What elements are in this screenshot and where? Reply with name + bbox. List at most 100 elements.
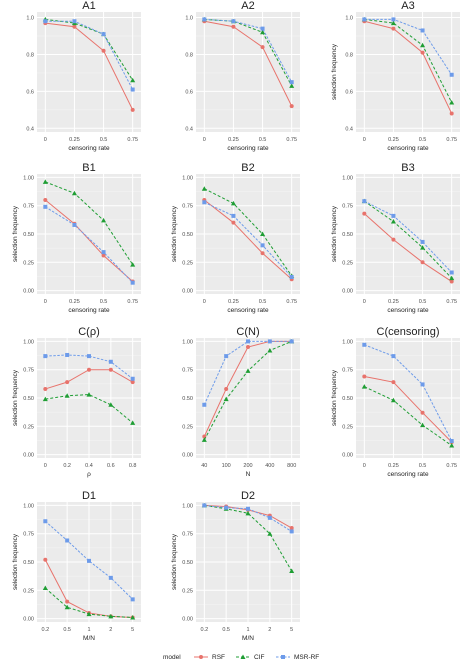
point-cif — [64, 393, 70, 398]
y-tick-label: 1.0 — [26, 16, 34, 22]
plot-area — [356, 12, 460, 132]
point-msr-rf — [391, 17, 396, 22]
x-tick-label: 0.75 — [127, 299, 138, 305]
point-rsf — [87, 367, 91, 372]
point-msr-rf — [420, 239, 425, 244]
point-msr-rf — [108, 359, 113, 364]
point-msr-rf — [87, 354, 91, 359]
point-rsf — [420, 50, 425, 55]
point-msr-rf — [224, 505, 229, 510]
x-tick-label: 0.2 — [200, 627, 208, 633]
plot-area — [37, 12, 141, 132]
y-tick-label: 0.8 — [345, 52, 353, 58]
point-msr-rf — [231, 213, 236, 218]
point-cif — [267, 347, 273, 353]
x-tick-label: 2 — [268, 627, 271, 633]
point-cif — [420, 42, 426, 48]
panel-b2: B2 0.00 0.25 0.50 0.75 1.00 0 0.25 0.5 0.75 censor… — [171, 162, 300, 314]
x-tick-label: 0 — [203, 137, 206, 143]
point-msr-rf — [202, 17, 207, 22]
point-rsf — [43, 386, 48, 391]
point-msr-rf — [43, 204, 48, 209]
x-tick-label: 0 — [363, 299, 366, 305]
point-rsf — [65, 380, 70, 385]
point-msr-rf — [130, 597, 135, 602]
x-tick-label: 0.5 — [419, 299, 427, 305]
point-cif — [245, 510, 251, 516]
x-tick-label: 0.5 — [100, 137, 108, 143]
series-line-msr-rf — [203, 340, 292, 405]
series-line-rsf — [45, 22, 134, 111]
y-tick-label: 0.75 — [182, 204, 193, 210]
series-line-cif — [45, 394, 133, 424]
panel-title: B2 — [241, 162, 254, 174]
series-line-msr-rf — [44, 520, 134, 600]
point-rsf — [362, 211, 367, 216]
point-rsf — [101, 253, 106, 258]
x-tick-label: 0.75 — [446, 137, 457, 143]
point-cif — [245, 368, 251, 373]
point-msr-rf — [391, 213, 396, 218]
point-msr-rf — [202, 402, 207, 407]
point-msr-rf — [391, 354, 396, 359]
point-rsf — [260, 45, 265, 50]
point-cif — [289, 568, 295, 574]
point-rsf — [391, 237, 396, 242]
y-tick-label: 1.00 — [23, 339, 34, 345]
point-rsf — [420, 410, 425, 415]
y-tick-label: 0.75 — [23, 532, 34, 538]
y-tick-label: 0.25 — [23, 588, 34, 594]
y-axis-label: selection frequency — [331, 369, 338, 426]
x-tick-label: 400 — [265, 463, 274, 469]
panel-a1: A1 0.4 0.6 0.8 1.0 0 0.25 0.5 0.75 censoring rate — [26, 0, 141, 152]
y-tick-label: 1.00 — [182, 175, 193, 181]
point-rsf — [260, 251, 265, 256]
series-line-msr-rf — [364, 200, 453, 273]
panel-d2: D2 0.00 0.25 0.50 0.75 1.00 0.2 0.5 1 2 5 M/N select… — [171, 490, 300, 642]
x-tick-label: 5 — [290, 627, 293, 633]
panel-title: A1 — [82, 0, 95, 12]
x-tick-label: 0.5 — [419, 463, 427, 469]
x-tick-label: 0.4 — [85, 463, 93, 469]
x-axis-label: censoring rate — [387, 307, 429, 314]
y-tick-label: 0.00 — [23, 453, 34, 459]
x-tick-label: 200 — [243, 463, 252, 469]
y-tick-label: 0.25 — [23, 424, 34, 430]
y-tick-label: 0.00 — [182, 617, 193, 623]
y-tick-label: 1.00 — [23, 503, 34, 509]
point-rsf — [449, 111, 454, 116]
y-tick-label: 0.25 — [182, 260, 193, 266]
series-line-msr-rf — [204, 201, 293, 278]
point-cif — [71, 190, 77, 196]
legend-marker — [240, 654, 246, 659]
point-msr-rf — [72, 222, 77, 227]
point-msr-rf — [43, 354, 48, 359]
point-msr-rf — [289, 339, 294, 344]
y-tick-label: 0.25 — [182, 588, 193, 594]
point-rsf — [246, 345, 250, 350]
series-line-msr-rf — [364, 18, 453, 76]
x-axis-label: censoring rate — [227, 145, 269, 152]
y-tick-label: 1.00 — [342, 339, 353, 345]
point-msr-rf — [260, 243, 265, 248]
series-line-msr-rf — [45, 20, 134, 90]
point-msr-rf — [289, 275, 294, 280]
y-tick-label: 0.00 — [23, 617, 34, 623]
point-cif — [260, 231, 266, 236]
panel-title: D1 — [82, 490, 96, 502]
point-cif — [420, 422, 426, 428]
x-tick-label: 0.8 — [129, 463, 137, 469]
x-axis-label: censoring rate — [68, 307, 110, 314]
x-tick-label: 0.6 — [107, 463, 115, 469]
y-tick-label: 0.25 — [182, 424, 193, 430]
point-cif — [260, 29, 266, 35]
point-msr-rf — [87, 558, 91, 563]
point-rsf — [289, 526, 294, 531]
point-rsf — [231, 24, 236, 29]
point-rsf — [130, 380, 135, 385]
panel-title: A2 — [241, 0, 254, 12]
point-cif — [223, 396, 229, 402]
y-tick-label: 0.75 — [23, 204, 34, 210]
series-line-rsf — [363, 213, 452, 282]
